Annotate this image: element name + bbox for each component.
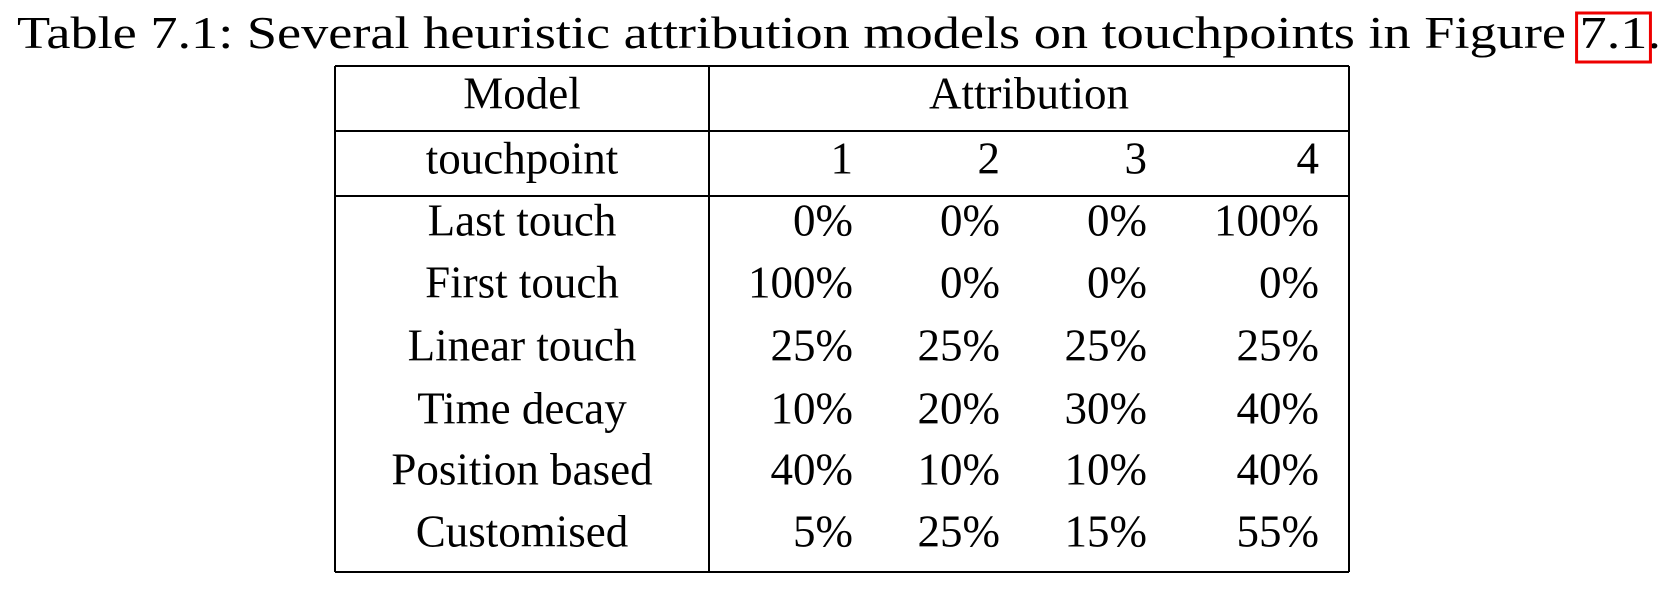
table-cell: 100% (1214, 195, 1319, 245)
row-label: Last touch (428, 195, 617, 245)
subheader-cell: 4 (1297, 133, 1320, 183)
subheader-cell: 1 (831, 133, 854, 183)
figure-ref[interactable]: 7.1 (1580, 8, 1648, 58)
table-cell: 15% (1065, 506, 1148, 556)
table-cell: 0% (793, 195, 853, 245)
table-cell: 0% (1259, 257, 1319, 307)
ref-highlight (1575, 11, 1652, 64)
table-cell: 10% (771, 383, 854, 433)
caption-label: Table 7.1: (17, 8, 233, 58)
caption-text: Several heuristic attribution models on … (247, 8, 1566, 58)
table-cell: 40% (1237, 444, 1320, 494)
row-label: Customised (416, 506, 629, 556)
table-cell: 25% (918, 320, 1001, 370)
header-cell: Model (463, 68, 581, 118)
row-label: Linear touch (408, 320, 637, 370)
table-cell: 5% (793, 506, 853, 556)
table-cell: 0% (940, 195, 1000, 245)
row-label: Position based (391, 444, 652, 494)
table-cell: 30% (1065, 383, 1148, 433)
table-cell: 10% (918, 444, 1001, 494)
table-cell: 0% (1087, 257, 1147, 307)
table-cell: 0% (1087, 195, 1147, 245)
subheader-cell: 2 (978, 133, 1001, 183)
row-label: First touch (425, 257, 619, 307)
subheader-cell: 3 (1125, 133, 1148, 183)
table-cell: 40% (771, 444, 854, 494)
table-cell: 10% (1065, 444, 1148, 494)
table-cell: 25% (918, 506, 1001, 556)
subheader-cell: touchpoint (426, 133, 619, 183)
table-cell: 100% (748, 257, 853, 307)
header-cell: Attribution (929, 68, 1129, 118)
table-frame (334, 65, 1350, 573)
table-cell: 55% (1237, 506, 1320, 556)
table-cell: 25% (1065, 320, 1148, 370)
table-caption: Table 7.1: Several heuristic attribution… (17, 8, 1661, 58)
table-cell: 25% (771, 320, 854, 370)
table-cell: 40% (1237, 383, 1320, 433)
table-cell: 25% (1237, 320, 1320, 370)
table-cell: 0% (940, 257, 1000, 307)
table-cell: 20% (918, 383, 1001, 433)
row-label: Time decay (417, 383, 627, 433)
